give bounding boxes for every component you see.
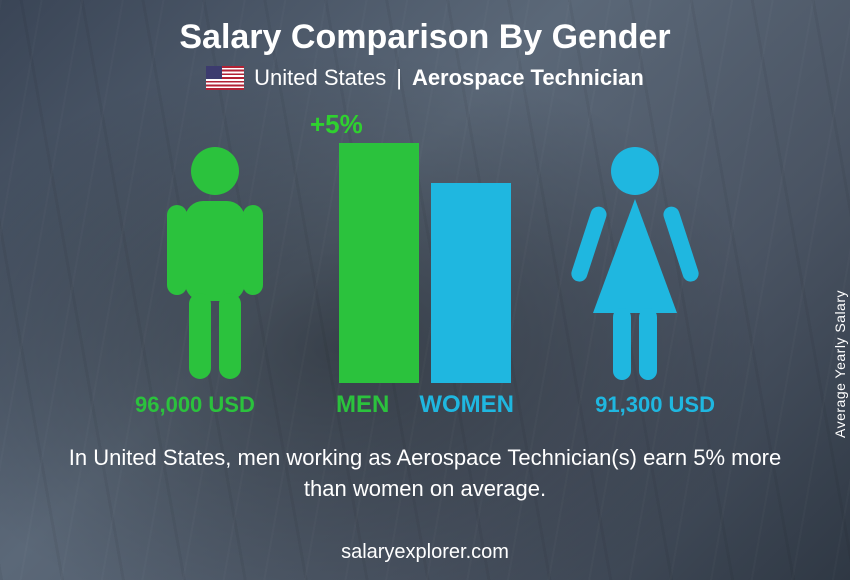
women-salary: 91,300 USD: [595, 392, 715, 418]
caption-text: In United States, men working as Aerospa…: [0, 443, 850, 505]
chart-area: +5% 96,000 USD MEN: [75, 109, 775, 419]
labels-row: 96,000 USD MEN WOMEN 91,300 USD: [75, 391, 775, 419]
page-title: Salary Comparison By Gender: [0, 0, 850, 57]
pct-diff-label: +5%: [310, 109, 363, 140]
bar-men: [339, 143, 419, 383]
men-salary: 96,000 USD: [135, 392, 255, 418]
men-label: MEN: [336, 391, 389, 419]
bar-group: [339, 143, 511, 383]
footer-source: salaryexplorer.com: [0, 541, 850, 564]
subtitle-row: United States | Aerospace Technician: [0, 65, 850, 91]
female-icon: [565, 143, 705, 383]
y-axis-label: Average Yearly Salary: [832, 290, 848, 438]
women-label: WOMEN: [419, 391, 514, 419]
separator: |: [396, 65, 402, 91]
job-label: Aerospace Technician: [412, 65, 644, 91]
country-label: United States: [254, 65, 386, 91]
us-flag-icon: [206, 66, 244, 90]
bar-women: [431, 183, 511, 383]
male-icon: [145, 143, 285, 383]
